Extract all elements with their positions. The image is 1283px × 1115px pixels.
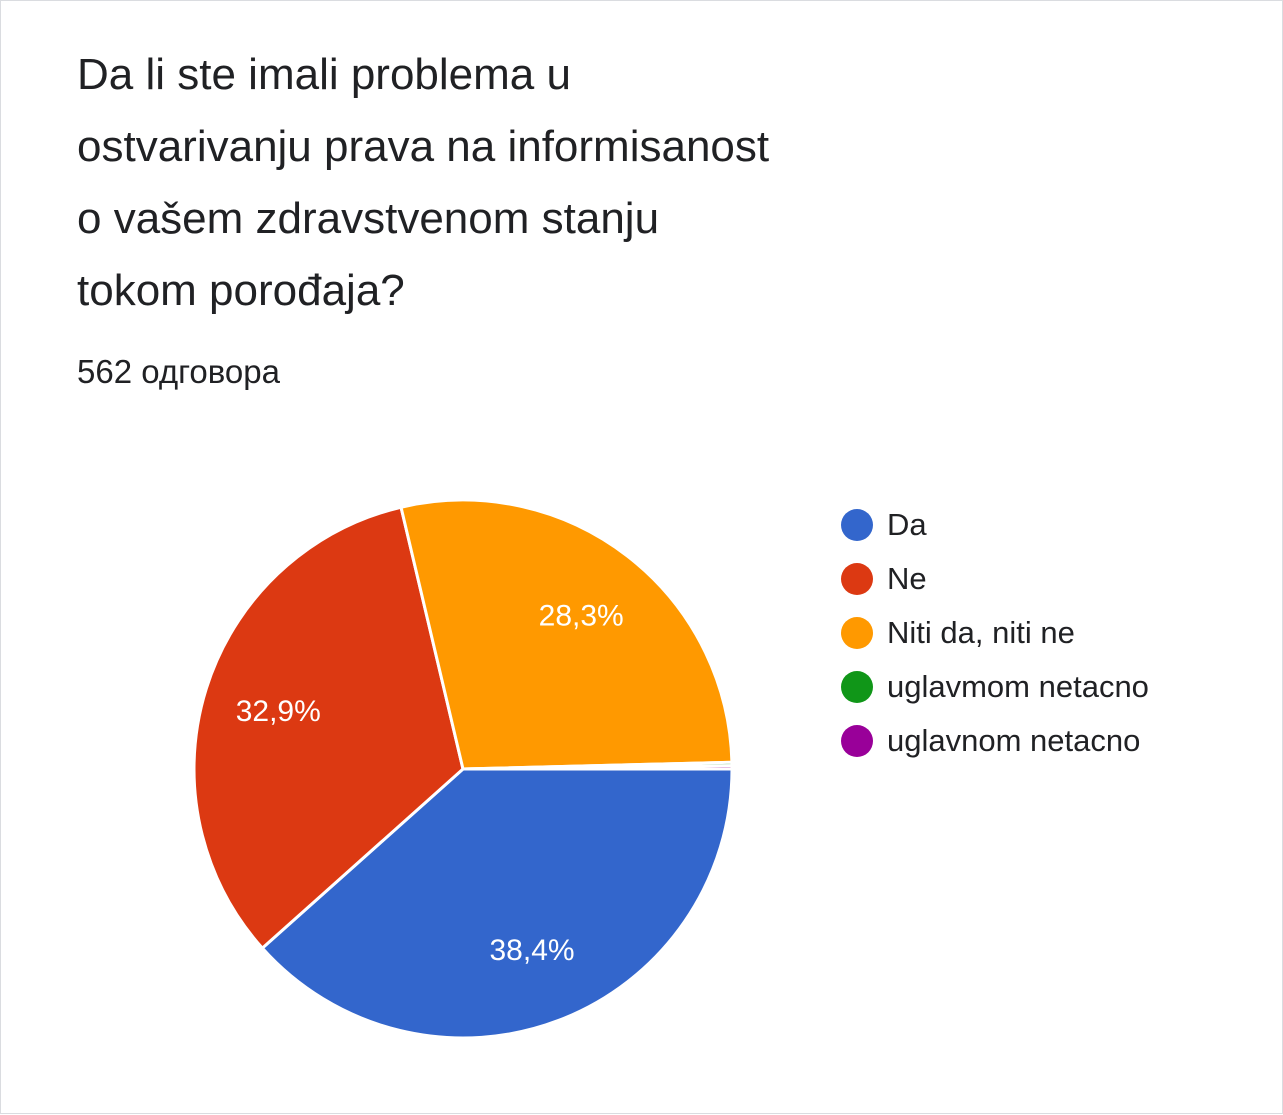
question-title-line-2: ostvarivanju prava na informisanost [77,122,770,171]
response-count: 562 одговора [77,353,280,390]
pie-slice-label-1: 38,4% [489,934,574,967]
pie-slice-2 [192,505,465,951]
legend-swatch [841,617,873,649]
legend-item: Ne [841,552,1149,606]
question-title-line-4: tokom porođaja? [77,266,405,315]
legend-label: uglavmom netacno [887,669,1149,704]
legend-label: Da [887,507,927,542]
legend-swatch [841,725,873,757]
legend-item: uglavnom netacno [841,714,1149,768]
question-title: Da li ste imali problema u ostvarivanju … [77,39,917,327]
legend-swatch [841,509,873,541]
legend-swatch [841,671,873,703]
pie-slice-1 [260,767,734,1040]
question-title-line-3: o vašem zdravstvenom stanju [77,194,660,243]
legend-swatch [841,563,873,595]
legend-item: uglavmom netacno [841,660,1149,714]
legend-label: Ne [887,561,927,596]
pie-slice-label-2: 32,9% [236,695,321,728]
legend-label: uglavnom netacno [887,723,1141,758]
legend-label: Niti da, niti ne [887,615,1075,650]
question-title-line-1: Da li ste imali problema u [77,50,571,99]
legend-item: Niti da, niti ne [841,606,1149,660]
pie-slice-3 [399,498,734,771]
legend-item: Da [841,498,1149,552]
chart-legend: Da Ne Niti da, niti ne uglavmom netacno ugla… [841,498,1149,768]
pie-slice-5 [462,764,734,771]
pie-slice-label-3: 28,3% [539,600,624,633]
